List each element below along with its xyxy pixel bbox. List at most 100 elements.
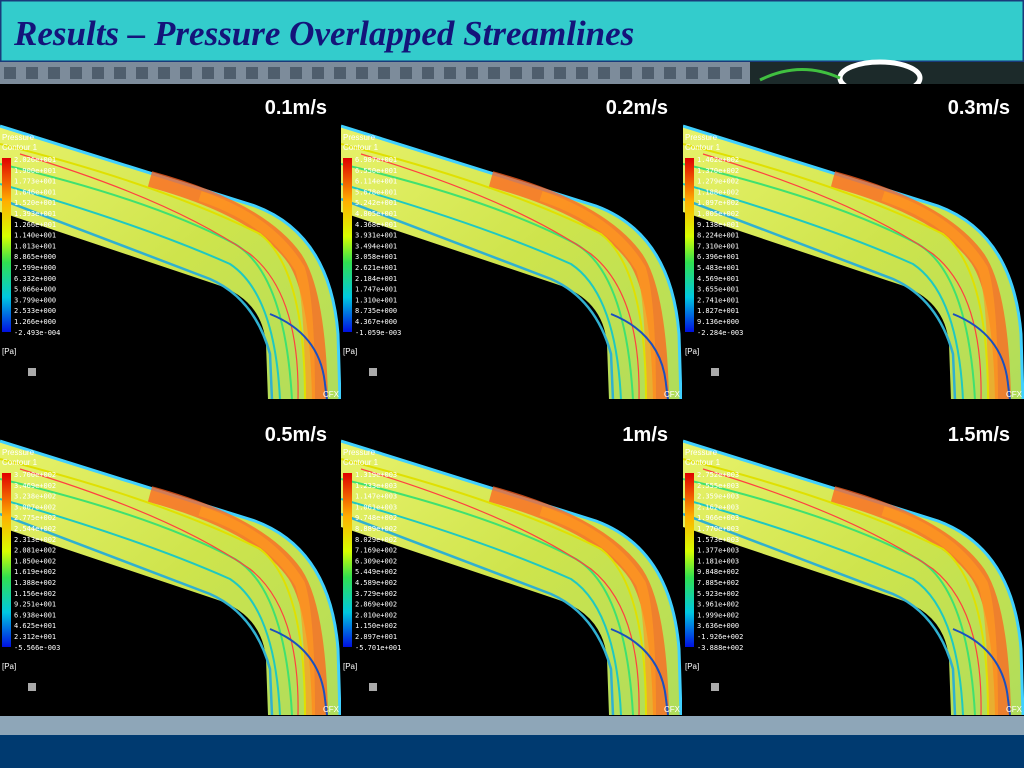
legend-subtitle: Contour 1 bbox=[343, 143, 379, 152]
legend-value: 1.279e+002 bbox=[697, 178, 739, 186]
color-bar bbox=[343, 158, 352, 332]
legend-value: 2.162e+003 bbox=[697, 503, 739, 511]
axis-triad bbox=[28, 683, 36, 691]
velocity-label: 0.5m/s bbox=[265, 424, 327, 446]
legend-value: 6.114e+001 bbox=[355, 178, 397, 186]
legend-subtitle: Contour 1 bbox=[685, 143, 721, 152]
legend-value: 8.735e+000 bbox=[355, 307, 397, 315]
legend-value: 2.869e+002 bbox=[355, 601, 397, 609]
axis-triad bbox=[369, 368, 377, 376]
legend-value: 1.233e+003 bbox=[355, 482, 397, 490]
panel-logo: CFX bbox=[323, 390, 340, 399]
legend-subtitle: Contour 1 bbox=[685, 458, 721, 467]
legend-value: 1.827e+001 bbox=[697, 307, 739, 315]
legend-value: 3.729e+002 bbox=[355, 590, 397, 598]
legend-subtitle: Contour 1 bbox=[2, 143, 38, 152]
legend-value: 3.058e+001 bbox=[355, 253, 397, 261]
legend-value: 2.081e+002 bbox=[14, 547, 56, 555]
strip-block bbox=[642, 67, 654, 79]
strip-block bbox=[48, 67, 60, 79]
strip-block bbox=[4, 67, 16, 79]
header-swirl bbox=[759, 68, 841, 82]
legend-value: 1.005e+002 bbox=[697, 210, 739, 218]
legend-value: -1.926e+002 bbox=[697, 633, 743, 641]
legend-value: 2.775e+002 bbox=[14, 514, 56, 522]
strip-block bbox=[202, 67, 214, 79]
legend-value: 1.900e+001 bbox=[14, 167, 56, 175]
legend-value: 3.655e+001 bbox=[697, 286, 739, 294]
legend-value: 9.848e+002 bbox=[697, 568, 739, 576]
strip-block bbox=[180, 67, 192, 79]
legend-value: 1.156e+002 bbox=[14, 590, 56, 598]
legend-title: Pressure bbox=[2, 448, 35, 457]
legend-value: 8.029e+002 bbox=[355, 536, 397, 544]
strip-block bbox=[158, 67, 170, 79]
legend-value: 1.266e+001 bbox=[14, 221, 56, 229]
color-bar bbox=[2, 473, 11, 647]
legend-unit: [Pa] bbox=[2, 662, 16, 671]
strip-block bbox=[532, 67, 544, 79]
legend-unit: [Pa] bbox=[685, 347, 699, 356]
footer-band bbox=[0, 716, 1024, 735]
panel-logo: CFX bbox=[1006, 390, 1023, 399]
panel-logo: CFX bbox=[664, 705, 681, 714]
color-bar bbox=[2, 158, 11, 332]
strip-block bbox=[664, 67, 676, 79]
legend-value: 5.483e+001 bbox=[697, 264, 739, 272]
legend-value: 4.805e+001 bbox=[355, 210, 397, 218]
legend-value: 1.388e+002 bbox=[14, 579, 56, 587]
axis-triad bbox=[711, 683, 719, 691]
legend-value: 5.449e+002 bbox=[355, 568, 397, 576]
legend-value: 9.136e+000 bbox=[697, 318, 739, 326]
legend-value: 1.370e+002 bbox=[697, 167, 739, 175]
legend-value: 1.966e+003 bbox=[697, 514, 739, 522]
strip-block bbox=[576, 67, 588, 79]
strip-block bbox=[620, 67, 632, 79]
legend-value: 7.310e+001 bbox=[697, 242, 739, 250]
legend-value: 1.181e+003 bbox=[697, 557, 739, 565]
strip-block bbox=[268, 67, 280, 79]
legend-value: 2.010e+002 bbox=[355, 611, 397, 619]
legend-value: 4.589e+002 bbox=[355, 579, 397, 587]
legend-value: -2.493e-004 bbox=[14, 329, 60, 337]
legend-value: 3.007e+002 bbox=[14, 503, 56, 511]
legend-title: Pressure bbox=[685, 448, 718, 457]
strip-block bbox=[466, 67, 478, 79]
legend-unit: [Pa] bbox=[343, 662, 357, 671]
velocity-label: 0.3m/s bbox=[948, 97, 1010, 119]
velocity-label: 0.1m/s bbox=[265, 97, 327, 119]
legend-value: 6.987e+001 bbox=[355, 156, 397, 164]
legend-value: 6.309e+002 bbox=[355, 557, 397, 565]
legend-value: -1.059e-003 bbox=[355, 329, 401, 337]
strip-block bbox=[400, 67, 412, 79]
legend-value: 4.625e+001 bbox=[14, 622, 56, 630]
panel-logo: CFX bbox=[664, 390, 681, 399]
strip-block bbox=[356, 67, 368, 79]
velocity-label: 1m/s bbox=[622, 424, 668, 446]
legend-value: 3.469e+002 bbox=[14, 482, 56, 490]
strip-block bbox=[334, 67, 346, 79]
legend-value: 1.747e+001 bbox=[355, 286, 397, 294]
legend-value: 5.678e+001 bbox=[355, 188, 397, 196]
strip-block bbox=[708, 67, 720, 79]
legend-value: 1.061e+003 bbox=[355, 503, 397, 511]
legend-value: 1.140e+001 bbox=[14, 232, 56, 240]
legend-unit: [Pa] bbox=[343, 347, 357, 356]
legend-value: 2.312e+001 bbox=[14, 633, 56, 641]
legend-title: Pressure bbox=[343, 448, 376, 457]
legend-value: 2.533e+000 bbox=[14, 307, 56, 315]
strip-block bbox=[290, 67, 302, 79]
legend-value: 5.066e+000 bbox=[14, 286, 56, 294]
legend-value: 2.184e+001 bbox=[355, 275, 397, 283]
legend-value: 6.938e+001 bbox=[14, 611, 56, 619]
legend-value: 2.621e+001 bbox=[355, 264, 397, 272]
legend-value: 2.359e+003 bbox=[697, 493, 739, 501]
strip-block bbox=[598, 67, 610, 79]
legend-subtitle: Contour 1 bbox=[343, 458, 379, 467]
legend-value: 1.188e+002 bbox=[697, 188, 739, 196]
legend-title: Pressure bbox=[343, 133, 376, 142]
